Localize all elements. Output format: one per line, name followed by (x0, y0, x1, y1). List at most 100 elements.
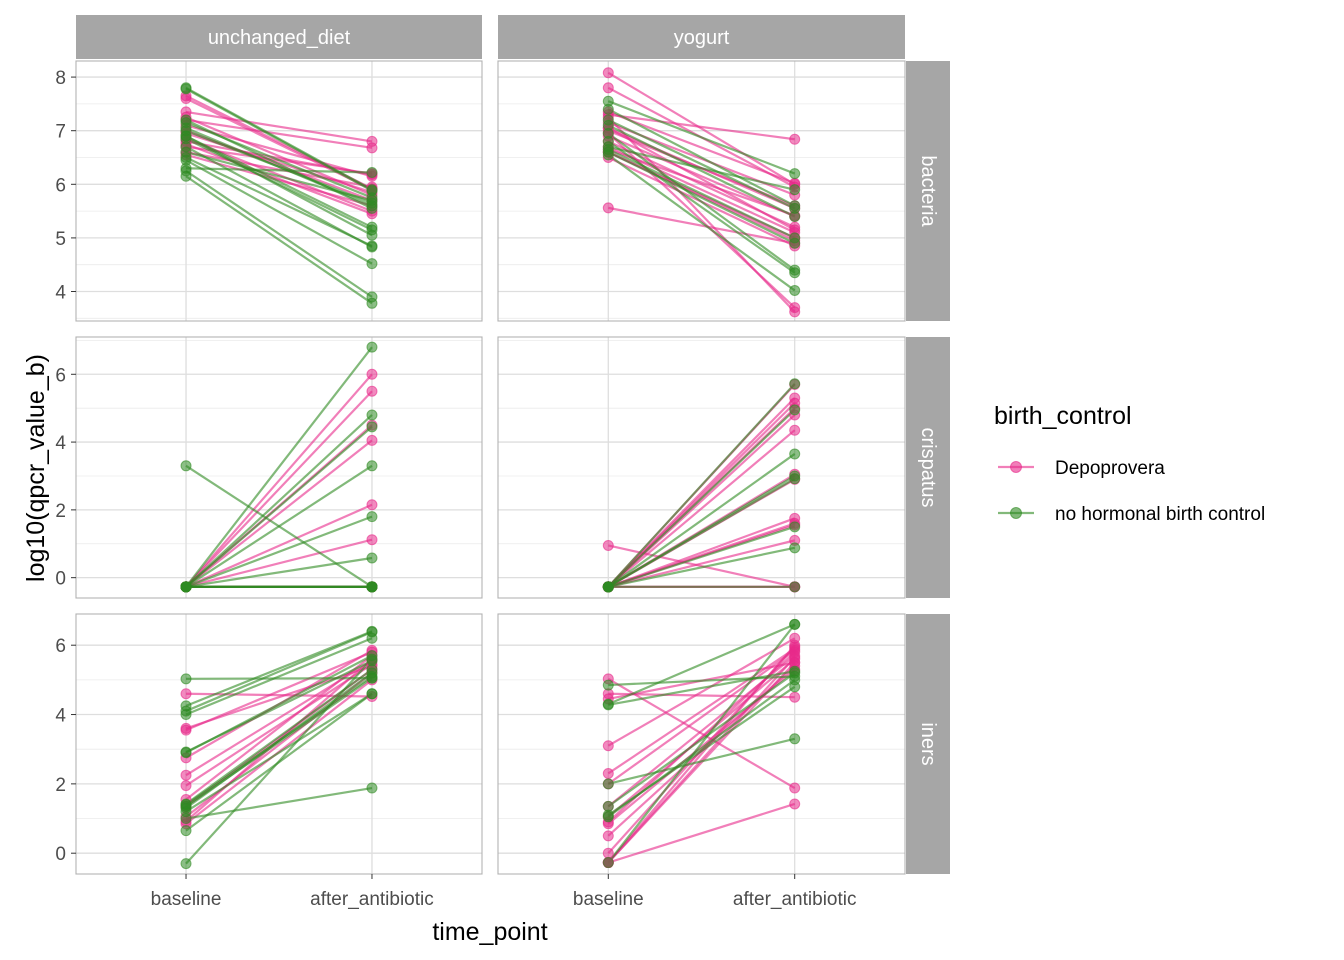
row-strip-crispatus (906, 337, 950, 598)
data-point-no-hormonal-birth-control (180, 858, 192, 870)
data-point-no-hormonal-birth-control (180, 114, 192, 126)
data-point-no-hormonal-birth-control (366, 421, 378, 433)
series-line-depoprovera (607, 647, 796, 775)
y-tick-label: 2 (55, 501, 66, 522)
data-point-depoprovera (602, 830, 614, 842)
series-line-no-hormonal-birth-control (607, 678, 796, 818)
data-point-depoprovera (366, 434, 378, 446)
series-line-depoprovera (607, 637, 796, 747)
data-point-no-hormonal-birth-control (366, 552, 378, 564)
panel-border (497, 613, 906, 875)
series-line-no-hormonal-birth-control (185, 637, 373, 716)
legend-key-dot-no-hormonal (1010, 507, 1022, 519)
y-tick-label: 0 (55, 569, 66, 590)
data-point-no-hormonal-birth-control (180, 133, 192, 145)
data-point-no-hormonal-birth-control (789, 267, 801, 279)
series-line-no-hormonal-birth-control (185, 346, 373, 588)
data-point-no-hormonal-birth-control (366, 297, 378, 309)
data-point-depoprovera (789, 424, 801, 436)
series-line-no-hormonal-birth-control (185, 464, 373, 588)
data-point-depoprovera (180, 688, 192, 700)
panel-background (498, 337, 905, 598)
data-point-no-hormonal-birth-control (789, 210, 801, 222)
series-line-no-hormonal-birth-control (607, 623, 796, 706)
data-point-depoprovera (789, 691, 801, 703)
panel-crispatus-unchanged-diet: 0 2 4 6 (55, 336, 483, 599)
series-line-no-hormonal-birth-control (607, 148, 796, 239)
y-tick-label: 6 (55, 365, 66, 386)
series-line-depoprovera (185, 110, 373, 143)
series-line-no-hormonal-birth-control (185, 159, 373, 265)
y-tick-label: 5 (55, 229, 66, 250)
row-strip-label-iners: iners (917, 722, 939, 765)
series-lines (185, 86, 373, 305)
data-point-no-hormonal-birth-control (366, 581, 378, 593)
series-line-no-hormonal-birth-control (185, 631, 373, 713)
panel-background (498, 61, 905, 321)
data-point-depoprovera (602, 847, 614, 859)
series-line-no-hormonal-birth-control (185, 659, 373, 753)
series-line-depoprovera (185, 663, 373, 787)
data-point-depoprovera (602, 539, 614, 551)
series-line-depoprovera (608, 539, 795, 588)
series-lines (607, 71, 796, 313)
series-line-no-hormonal-birth-control (185, 135, 373, 229)
legend-key-dot-depoprovera (1010, 461, 1022, 473)
row-strip-bacteria (906, 61, 950, 321)
data-point-depoprovera (180, 780, 192, 792)
data-point-no-hormonal-birth-control (180, 162, 192, 174)
data-point-no-hormonal-birth-control (789, 674, 801, 686)
data-point-depoprovera (602, 82, 614, 94)
panel-crispatus-yogurt (497, 336, 906, 599)
legend-entry-no-hormonal: no hormonal birth control (998, 504, 1265, 525)
series-line-no-hormonal-birth-control (607, 409, 796, 588)
series-line-no-hormonal-birth-control (185, 169, 373, 298)
data-point-no-hormonal-birth-control (180, 581, 192, 593)
series-line-no-hormonal-birth-control (607, 132, 796, 271)
series-line-no-hormonal-birth-control (607, 124, 796, 218)
data-point-no-hormonal-birth-control (789, 521, 801, 533)
data-point-depoprovera (366, 368, 378, 380)
data-point-depoprovera (366, 385, 378, 397)
x-tick-label: after_antibiotic (733, 889, 857, 910)
data-point-depoprovera (789, 133, 801, 145)
y-tick-label: 4 (55, 283, 66, 304)
series-line-no-hormonal-birth-control (608, 737, 795, 785)
series-line-no-hormonal-birth-control (185, 515, 373, 588)
panel-background (76, 61, 482, 321)
data-point-no-hormonal-birth-control (789, 404, 801, 416)
panels-layer: unchanged_diet yogurt bacteria crispatus ine… (55, 15, 950, 910)
series-line-depoprovera (607, 110, 796, 185)
data-point-no-hormonal-birth-control (180, 813, 192, 825)
series-line-depoprovera (607, 429, 796, 588)
series-line-depoprovera (607, 127, 796, 231)
row-strip-label-bacteria: bacteria (917, 155, 939, 227)
panel-iners-unchanged-diet: 0 2 4 6 baseline after_antibiotic (55, 613, 483, 910)
series-line-no-hormonal-birth-control (608, 546, 795, 588)
panel-border (497, 60, 906, 322)
data-point-no-hormonal-birth-control (789, 733, 801, 745)
series-line-depoprovera (185, 116, 373, 197)
data-point-no-hormonal-birth-control (366, 632, 378, 644)
data-point-no-hormonal-birth-control (366, 511, 378, 523)
panel-border (75, 60, 483, 322)
series-line-no-hormonal-birth-control (185, 87, 373, 192)
data-point-no-hormonal-birth-control (789, 168, 801, 180)
series-lines (607, 383, 796, 588)
series-line-depoprovera (185, 503, 373, 588)
data-point-depoprovera (180, 769, 192, 781)
x-tick-label: baseline (151, 889, 222, 910)
data-point-no-hormonal-birth-control (366, 782, 378, 794)
series-line-depoprovera (607, 148, 796, 217)
series-line-depoprovera (185, 143, 373, 215)
data-point-depoprovera (602, 740, 614, 752)
data-point-no-hormonal-birth-control (366, 167, 378, 179)
data-point-no-hormonal-birth-control (789, 378, 801, 390)
data-point-no-hormonal-birth-control (366, 202, 378, 214)
data-point-depoprovera (366, 499, 378, 511)
x-tick-label: baseline (573, 889, 644, 910)
data-point-depoprovera (602, 767, 614, 779)
data-point-depoprovera (789, 639, 801, 651)
y-tick-label: 4 (55, 706, 66, 727)
